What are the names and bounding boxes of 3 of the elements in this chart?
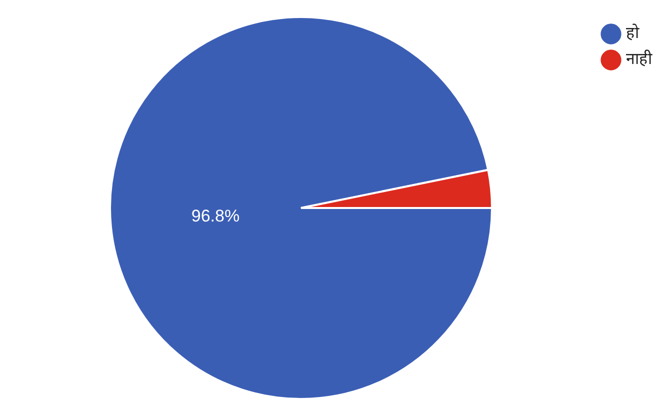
legend-label: नाही: [626, 49, 653, 68]
legend-label: हो: [626, 23, 640, 42]
data-label: 96.8%: [191, 206, 240, 226]
